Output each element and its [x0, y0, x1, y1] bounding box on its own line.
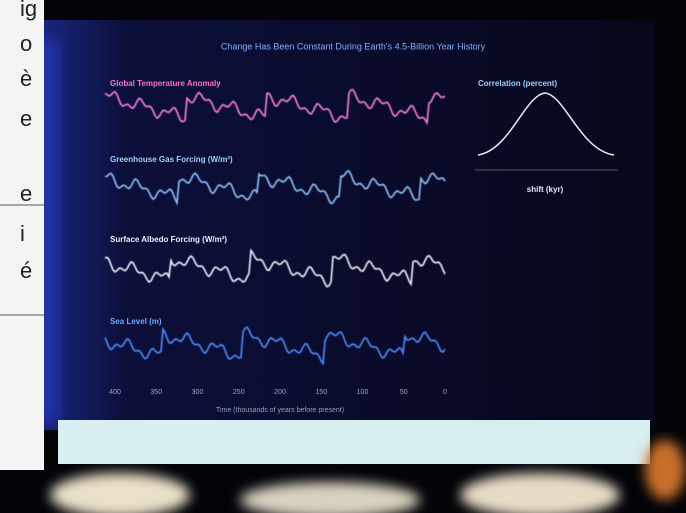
panel-label: Surface Albedo Forcing (W/m²): [110, 235, 227, 244]
photo: Change Has Been Constant During Earth's …: [0, 0, 686, 513]
x-tick-label: 200: [274, 389, 286, 396]
x-tick-label: 100: [357, 389, 369, 396]
x-tick-label: 0: [443, 389, 447, 396]
side-fragment: è: [20, 66, 32, 91]
slide-title: Change Has Been Constant During Earth's …: [221, 41, 486, 51]
panel-label: Sea Level (m): [110, 317, 162, 326]
x-tick-label: 350: [150, 389, 162, 396]
side-fragment: ig: [20, 0, 37, 21]
correlation-title: Correlation (percent): [478, 79, 557, 88]
screen-bar: [58, 420, 650, 464]
page: {"slide":{"title":"Change Has Been Const…: [0, 0, 686, 513]
side-fragment: o: [20, 31, 32, 56]
panel-label: Global Temperature Anomaly: [110, 79, 221, 88]
side-fragment: i: [20, 221, 25, 246]
side-fragment: e: [20, 181, 32, 206]
correlation-x-label: shift (kyr): [527, 185, 564, 194]
side-fragment: é: [20, 258, 32, 283]
x-tick-label: 300: [192, 389, 204, 396]
x-axis-label: Time (thousands of years before present): [216, 407, 344, 414]
panel-label: Greenhouse Gas Forcing (W/m²): [110, 155, 233, 164]
x-tick-label: 250: [233, 389, 245, 396]
side-fragment: e: [20, 106, 32, 131]
x-tick-label: 50: [400, 389, 408, 396]
x-tick-label: 400: [109, 389, 121, 396]
x-tick-label: 150: [315, 389, 327, 396]
